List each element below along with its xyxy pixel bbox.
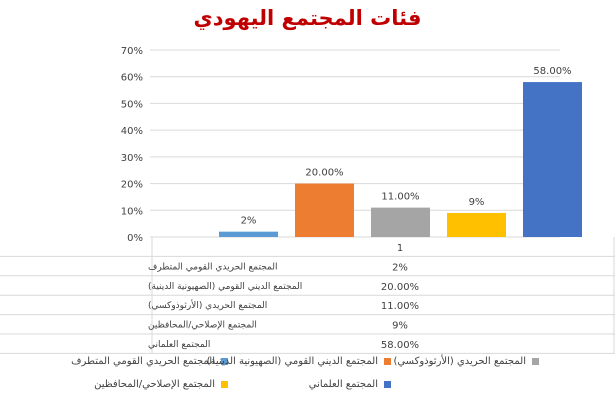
x-tick-label: 1: [397, 243, 403, 254]
table-series-name: المجتمع الإصلاحي/المحافظين: [148, 321, 257, 331]
legend-swatch: [221, 381, 228, 388]
legend-swatch: [221, 358, 228, 365]
y-tick-label: 30%: [121, 153, 143, 164]
legend-swatch: [532, 358, 539, 365]
table-value: 2%: [392, 262, 408, 273]
chart-title: فئات المجتمع اليهودي: [193, 6, 422, 30]
legend-entry-label: المجتمع الحريدي (الأرثوذوكسي): [393, 356, 526, 367]
y-tick-label: 50%: [121, 99, 143, 110]
y-tick-label: 10%: [121, 206, 143, 217]
table-value: 20.00%: [381, 282, 419, 293]
table-value: 11.00%: [381, 301, 419, 312]
data-label: 58.00%: [533, 66, 571, 77]
data-label: 9%: [469, 197, 485, 208]
data-label: 2%: [241, 216, 257, 227]
table-series-name: المجتمع الحريدي (الأرثوذوكسي): [148, 299, 267, 311]
table-value: 9%: [392, 321, 408, 332]
bar: [295, 183, 354, 237]
bar: [219, 231, 278, 237]
y-tick-label: 20%: [121, 180, 143, 191]
legend-entry-label: المجتمع الديني القومي (الصهيونية الدينية…: [206, 356, 378, 367]
table-series-name: المجتمع العلماني: [148, 340, 210, 350]
table-value: 58.00%: [381, 340, 419, 351]
data-label: 20.00%: [305, 168, 343, 179]
bar: [371, 207, 430, 237]
y-tick-label: 60%: [121, 73, 143, 84]
table-series-name: المجتمع الديني القومي (الصهيونية الدينية…: [148, 282, 302, 292]
bar: [447, 212, 506, 237]
legend-entry-label: المجتمع العلماني: [308, 379, 378, 390]
legend-swatch: [384, 358, 391, 365]
legend-entry-label: المجتمع الإصلاحي/المحافظين: [94, 379, 215, 390]
y-tick-label: 0%: [127, 233, 143, 244]
data-label: 11.00%: [381, 192, 419, 203]
legend-swatch: [384, 381, 391, 388]
y-tick-label: 40%: [121, 126, 143, 137]
legend-entry-label: المجتمع الحريدي القومي المتطرف: [71, 356, 215, 367]
table-series-name: المجتمع الحريدي القومي المتطرف: [148, 262, 277, 272]
bar: [523, 82, 582, 237]
y-tick-label: 70%: [121, 46, 143, 57]
